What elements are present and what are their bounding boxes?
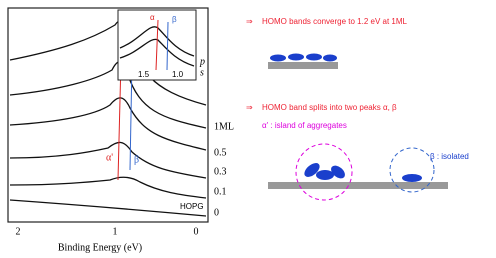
figure: α α' β α β 1.5 1.0 p s 1ML 0.5 0.3 0.1 0… (0, 0, 496, 258)
note-text: HOMO bands converge to 1.2 eV at 1ML (262, 17, 408, 26)
inset-tick: 1.0 (172, 70, 184, 79)
inset-curve-label: p (199, 56, 205, 67)
curve (10, 98, 206, 150)
curve-label: 0.5 (214, 147, 227, 158)
molecule (288, 54, 304, 61)
curve-label: 0.3 (214, 166, 227, 177)
note-side: β : isolated (430, 152, 469, 161)
x-tick-label: 2 (16, 226, 21, 237)
bullet: ⇒ (246, 17, 253, 26)
spectra-plot: α α' β α β 1.5 1.0 p s 1ML 0.5 0.3 0.1 0… (8, 8, 234, 253)
note-sub: α' : island of aggregates (262, 121, 347, 130)
inset-alpha: α (150, 13, 155, 22)
substrate-label: HOPG (180, 202, 204, 211)
curve-label: 0.1 (214, 186, 227, 197)
x-axis-label: Binding Energy (eV) (58, 242, 142, 253)
note-text: HOMO band splits into two peaks α, β (262, 103, 397, 112)
inset-tick: 1.5 (138, 70, 150, 79)
curve-label: 0 (214, 207, 219, 218)
inset: α β 1.5 1.0 (118, 10, 196, 80)
molecule (402, 174, 422, 182)
x-tick-label: 0 (194, 226, 199, 237)
x-tick-label: 1 (113, 226, 118, 237)
curve (10, 200, 206, 216)
molecule (270, 55, 286, 62)
inset-curve-label: s (200, 67, 204, 78)
curve (10, 177, 206, 198)
inset-beta: β (172, 15, 177, 24)
bullet: ⇒ (246, 103, 253, 112)
notes: ⇒ HOMO bands converge to 1.2 eV at 1ML ⇒… (246, 17, 469, 200)
substrate-bar (268, 62, 338, 69)
molecule (306, 54, 322, 61)
substrate-bar (268, 182, 448, 189)
beta-label: β (134, 154, 139, 165)
molecule (316, 170, 334, 180)
alpha-prime-label: α' (106, 152, 113, 163)
curve-label: 1ML (214, 121, 234, 132)
molecule (323, 55, 337, 62)
